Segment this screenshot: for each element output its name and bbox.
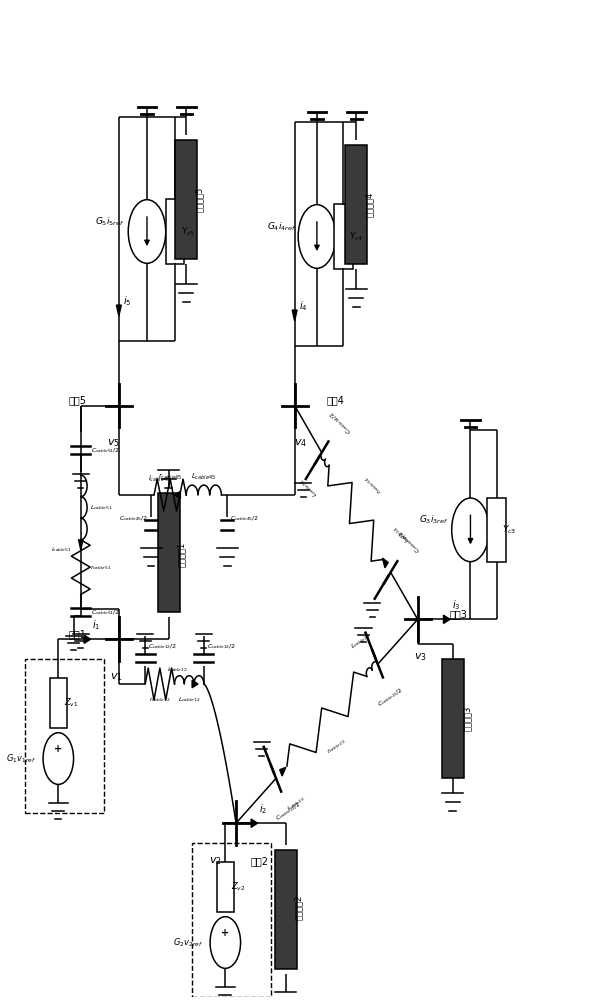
- Bar: [345, 145, 367, 264]
- Text: $v_2$: $v_2$: [209, 855, 221, 867]
- Text: 节点1: 节点1: [69, 629, 86, 639]
- Text: $L_{cable34}$: $L_{cable34}$: [297, 476, 320, 498]
- Text: $G_3 i_{3ref}$: $G_3 i_{3ref}$: [419, 514, 448, 526]
- Text: $i_5$: $i_5$: [123, 294, 131, 308]
- Text: $L_{cable45}$: $L_{cable45}$: [192, 472, 216, 482]
- Text: 节点3: 节点3: [450, 609, 468, 619]
- Text: $i_3$: $i_3$: [452, 599, 460, 612]
- Text: +: +: [221, 928, 229, 938]
- Text: 阻性负载3: 阻性负载3: [463, 706, 472, 731]
- Text: $G_4 i_{4ref}$: $G_4 i_{4ref}$: [267, 220, 297, 233]
- Text: $C_{cable45}/2$: $C_{cable45}/2$: [230, 514, 259, 523]
- Text: $i_{cable34}$: $i_{cable34}$: [391, 523, 412, 544]
- Polygon shape: [251, 819, 258, 827]
- Text: $C_{cable12}/2$: $C_{cable12}/2$: [148, 642, 178, 651]
- Text: $i_{cable12}$: $i_{cable12}$: [167, 665, 188, 674]
- Text: $L_{cable23}$: $L_{cable23}$: [349, 631, 373, 651]
- Polygon shape: [292, 310, 297, 321]
- Text: $v_5$: $v_5$: [106, 437, 119, 449]
- Text: $G_5 i_{5ref}$: $G_5 i_{5ref}$: [95, 215, 125, 228]
- Text: $i_{cable45}$: $i_{cable45}$: [148, 474, 171, 484]
- Text: $v_4$: $v_4$: [294, 437, 307, 449]
- Text: $r_{cable23}$: $r_{cable23}$: [325, 737, 348, 756]
- Polygon shape: [443, 615, 450, 623]
- Text: $L_{cable51}$: $L_{cable51}$: [89, 503, 112, 512]
- Bar: [334, 204, 353, 269]
- Text: $Z_{v2}$: $Z_{v2}$: [231, 881, 246, 893]
- Text: 阻性负载1: 阻性负载1: [177, 542, 186, 567]
- Bar: [49, 678, 67, 728]
- Text: $C_{cable51}/2$: $C_{cable51}/2$: [91, 446, 120, 455]
- Bar: [216, 862, 234, 912]
- Text: 阻性负载2: 阻性负载2: [294, 895, 303, 920]
- Bar: [488, 498, 506, 562]
- Bar: [192, 843, 271, 997]
- Polygon shape: [192, 680, 198, 688]
- Text: $Y_{c5}$: $Y_{c5}$: [181, 225, 195, 238]
- Text: $i_1$: $i_1$: [92, 618, 100, 632]
- Text: $r_{cable34}$: $r_{cable34}$: [362, 474, 384, 495]
- Text: $v_3$: $v_3$: [414, 651, 427, 663]
- Text: $C_{cable34}/2$: $C_{cable34}/2$: [327, 408, 354, 435]
- Polygon shape: [280, 767, 286, 776]
- Bar: [157, 493, 180, 612]
- Bar: [25, 659, 104, 813]
- Polygon shape: [116, 305, 122, 316]
- Polygon shape: [84, 635, 91, 643]
- Text: $Z_{v1}$: $Z_{v1}$: [64, 697, 78, 709]
- Bar: [275, 850, 297, 969]
- Text: 节点5: 节点5: [69, 396, 86, 406]
- Bar: [166, 199, 184, 264]
- Polygon shape: [78, 540, 83, 550]
- Text: $Y_{c4}$: $Y_{c4}$: [349, 230, 364, 243]
- Text: 节点4: 节点4: [327, 396, 345, 406]
- Text: 阻性负载5: 阻性负载5: [195, 187, 204, 212]
- Polygon shape: [174, 491, 181, 499]
- Text: $C_{cable34}/2$: $C_{cable34}/2$: [396, 528, 423, 555]
- Text: $r_{cable12}$: $r_{cable12}$: [149, 695, 171, 704]
- Text: 节点2: 节点2: [250, 856, 269, 866]
- Text: $L_{cable12}$: $L_{cable12}$: [178, 695, 201, 704]
- Text: $C_{cable51}/2$: $C_{cable51}/2$: [91, 608, 120, 617]
- Bar: [175, 140, 198, 259]
- Text: $i_{cable51}$: $i_{cable51}$: [50, 545, 71, 554]
- Text: $G_1 v_{1ref}$: $G_1 v_{1ref}$: [6, 752, 36, 765]
- Text: +: +: [54, 744, 63, 754]
- Text: $i_2$: $i_2$: [259, 802, 268, 816]
- Text: $C_{cable45}/2$: $C_{cable45}/2$: [119, 514, 148, 523]
- Text: $v_1$: $v_1$: [109, 671, 122, 683]
- Text: $i_4$: $i_4$: [299, 299, 307, 313]
- Text: $Y_{c3}$: $Y_{c3}$: [502, 524, 517, 536]
- Text: $G_2 v_{2ref}$: $G_2 v_{2ref}$: [173, 936, 203, 949]
- Bar: [442, 659, 464, 778]
- Text: $i_{cable23}$: $i_{cable23}$: [285, 794, 308, 813]
- Text: $C_{cable23}/2$: $C_{cable23}/2$: [274, 800, 303, 823]
- Text: $r_{cable51}$: $r_{cable51}$: [89, 563, 111, 572]
- Polygon shape: [382, 558, 388, 568]
- Text: $C_{cable12}/2$: $C_{cable12}/2$: [207, 642, 236, 651]
- Text: 阻性负载4: 阻性负载4: [365, 192, 373, 217]
- Text: $r_{cable45}$: $r_{cable45}$: [158, 472, 182, 482]
- Text: $C_{cable23}/2$: $C_{cable23}/2$: [376, 686, 406, 709]
